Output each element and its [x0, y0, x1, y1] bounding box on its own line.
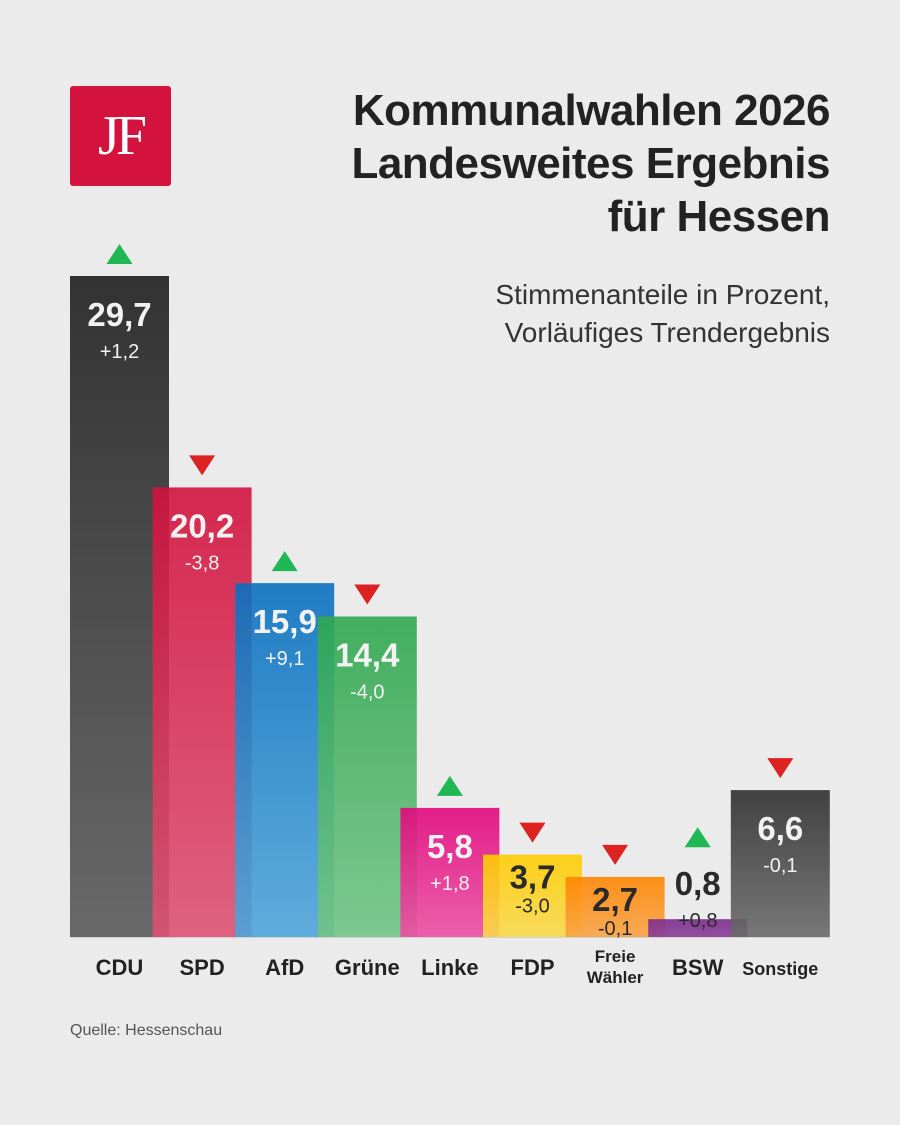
value-label: 0,8 — [675, 865, 721, 902]
bar-afd — [235, 583, 335, 937]
change-label: -3,0 — [515, 896, 549, 918]
arrow-up-icon — [436, 775, 463, 796]
category-label: FDP — [511, 955, 555, 980]
chart-title: Kommunalwahlen 2026 Landesweites Ergebni… — [351, 86, 830, 241]
change-label: -0,1 — [598, 918, 632, 940]
arrow-down-icon — [189, 455, 216, 476]
bar-bsw — [648, 919, 748, 937]
change-label: +1,2 — [100, 341, 139, 363]
category-label: Wähler — [587, 968, 644, 987]
value-label: 29,7 — [87, 296, 151, 333]
category-label: Sonstige — [742, 959, 818, 979]
chart-subtitle: Stimmenanteile in Prozent, Vorläufiges T… — [495, 279, 830, 348]
arrow-down-icon — [354, 584, 381, 605]
change-label: +0,8 — [678, 910, 717, 932]
bar-linke — [400, 807, 500, 937]
value-label: 15,9 — [253, 603, 317, 640]
value-label: 3,7 — [510, 859, 556, 896]
arrow-down-icon — [767, 758, 794, 779]
arrow-up-icon — [106, 244, 133, 264]
arrow-up-icon — [271, 551, 298, 572]
category-label: SPD — [179, 955, 224, 980]
source-note: Quelle: Hessenschau — [70, 1022, 223, 1039]
bar-grüne — [317, 616, 417, 937]
category-label: AfD — [265, 955, 304, 980]
category-label: Linke — [421, 955, 478, 980]
arrow-up-icon — [684, 827, 711, 848]
value-label: 5,8 — [427, 828, 473, 865]
value-label: 2,7 — [592, 881, 638, 918]
bar-cdu — [70, 276, 169, 937]
arrow-down-icon — [519, 822, 546, 843]
bar-sonstige — [730, 790, 830, 937]
category-label: Freie — [595, 947, 636, 966]
bar-freie-wähler — [565, 876, 665, 937]
change-label: -4,0 — [350, 682, 384, 704]
change-label: +9,1 — [265, 648, 304, 670]
bar-spd — [152, 487, 252, 937]
value-label: 20,2 — [170, 507, 234, 544]
value-label: 14,4 — [335, 637, 400, 674]
category-label: CDU — [96, 955, 144, 980]
jf-logo: JF — [70, 86, 171, 186]
change-label: +1,8 — [430, 873, 469, 895]
category-label: Grüne — [335, 955, 400, 980]
arrow-down-icon — [602, 844, 629, 865]
value-label: 6,6 — [757, 810, 803, 847]
change-label: -3,8 — [185, 552, 219, 574]
category-label: BSW — [672, 955, 724, 980]
change-label: -0,1 — [763, 855, 797, 877]
bar-fdp — [483, 854, 582, 937]
